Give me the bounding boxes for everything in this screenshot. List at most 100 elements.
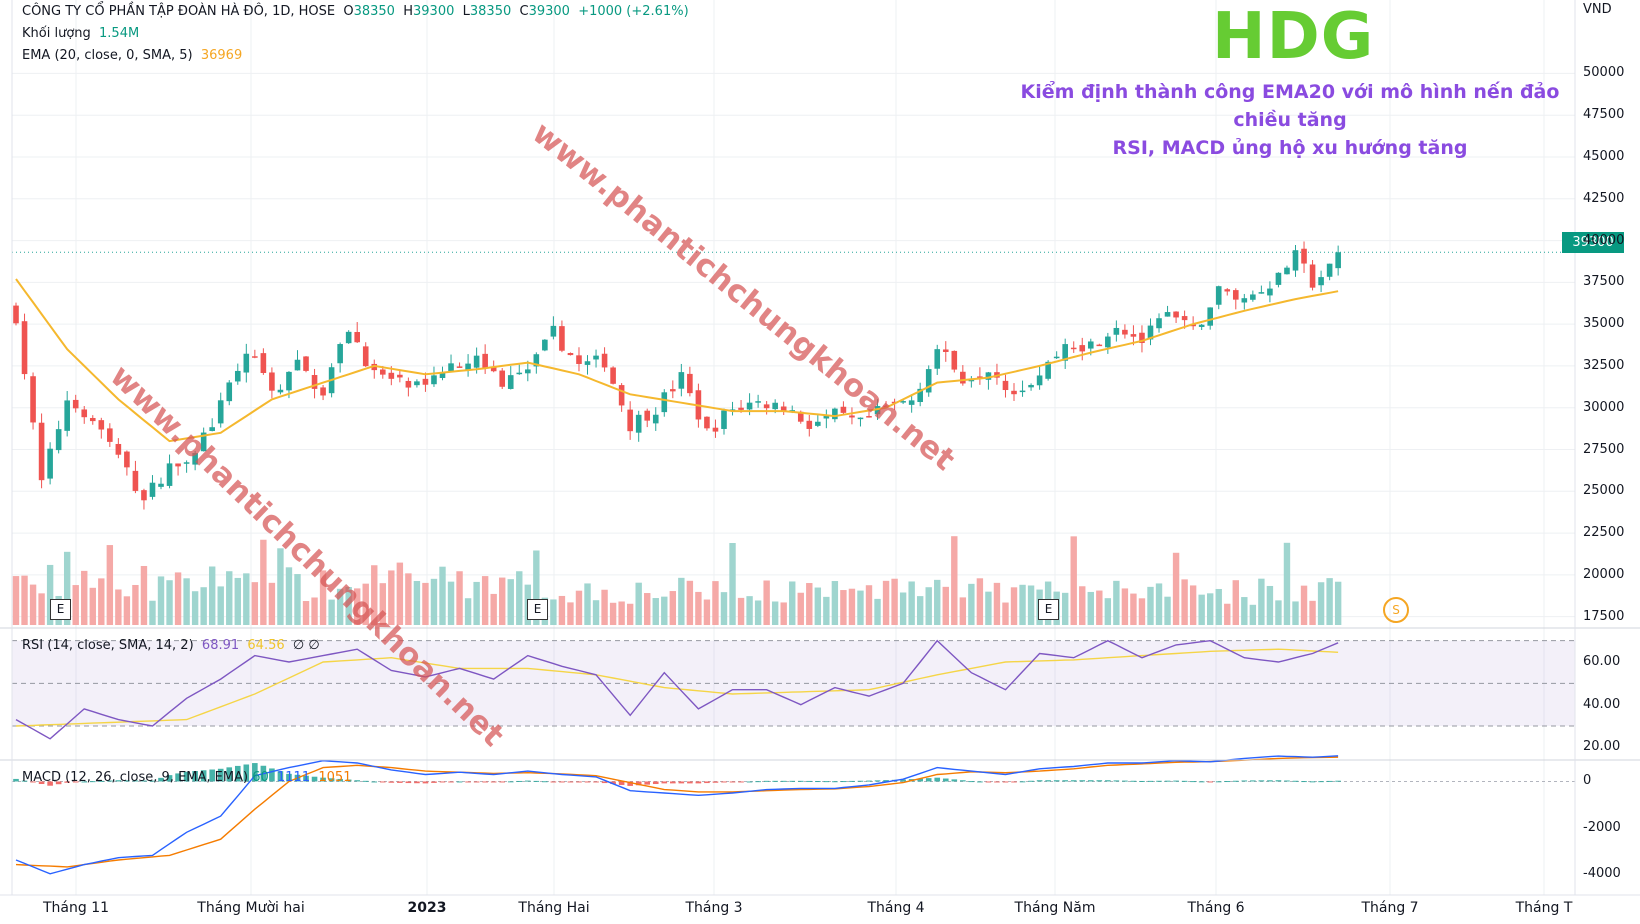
volume-bar (814, 587, 822, 625)
macd-hist-bar (1301, 781, 1307, 783)
ema-legend[interactable]: EMA (20, close, 0, SMA, 5) 36969 (22, 48, 242, 63)
macd-hist-bar (823, 781, 830, 783)
volume-bar (1224, 603, 1231, 625)
candle-body (1215, 286, 1222, 305)
macd-hist-bar (55, 781, 62, 785)
macd-legend[interactable]: MACD (12, 26, close, 9, EMA, EMA) 60 111… (22, 770, 351, 785)
macd-hist-bar (405, 781, 412, 784)
volume-bar (63, 551, 71, 625)
candle-body (1309, 264, 1316, 288)
macd-hist-bar (1028, 780, 1034, 782)
candle-body (1002, 380, 1009, 391)
volume-value: 1.54M (99, 26, 140, 41)
macd-hist-bar (866, 780, 872, 782)
volume-bar (1147, 586, 1154, 625)
candle-body (166, 463, 173, 486)
dividend-marker[interactable]: S (1383, 597, 1409, 623)
volume-bar (899, 592, 907, 625)
volume-bar (993, 582, 1001, 625)
macd-hist-bar (815, 781, 821, 783)
candle-body (1198, 324, 1205, 327)
volume-bar (874, 598, 881, 625)
volume-bar (644, 593, 651, 625)
candle-body (1122, 329, 1128, 335)
macd-hist-bar (1250, 780, 1256, 782)
rsi-legend[interactable]: RSI (14, close, SMA, 14, 2) 68.91 64.56 … (22, 638, 320, 653)
volume-bar (1309, 600, 1316, 625)
candle-body (482, 353, 488, 369)
macd-hist-bar (780, 780, 787, 782)
macd-hist-bar (644, 781, 651, 785)
candle-body (593, 355, 599, 360)
volume-bar (592, 600, 600, 625)
volume-bar (669, 591, 677, 625)
candle-body (141, 490, 147, 501)
macd-hist-bar (226, 767, 233, 782)
candle-body (89, 417, 96, 422)
macd-hist-bar (1070, 780, 1077, 782)
macd-value: 1111 (277, 770, 311, 785)
macd-hist-bar (422, 781, 429, 784)
event-marker-1[interactable]: E (50, 599, 71, 620)
volume-bar (422, 582, 429, 625)
candle-body (234, 370, 241, 382)
macd-hist-bar (473, 781, 480, 783)
candle-body (200, 432, 207, 452)
volume-bar (430, 578, 438, 625)
volume-bar (976, 578, 984, 625)
price-tick-label: 32500 (1583, 357, 1625, 373)
candle-body (269, 372, 275, 391)
volume-bar (567, 602, 574, 625)
candle-body (772, 402, 778, 410)
macd-hist-bar (567, 781, 574, 783)
candle-body (30, 376, 36, 423)
volume-bar (1164, 596, 1171, 625)
candle-body (1301, 248, 1307, 264)
candle-body (98, 420, 105, 430)
candle-body (38, 422, 45, 481)
close-label: C (519, 4, 529, 19)
event-marker-2[interactable]: E (527, 599, 548, 620)
macd-hist-bar (1105, 780, 1111, 782)
candle-body (252, 356, 258, 358)
candle-body (670, 389, 676, 392)
x-label-nov: Tháng 11 (42, 900, 110, 916)
low-value: 38350 (469, 4, 512, 19)
volume-bar (1317, 582, 1325, 625)
volume-bar (1275, 600, 1282, 625)
candle-body (738, 407, 744, 410)
macd-hist-bar (1258, 780, 1265, 782)
macd-hist-bar (832, 781, 838, 783)
macd-hist-bar (371, 781, 378, 783)
candle-body (704, 416, 710, 429)
candle-body (397, 374, 403, 378)
volume-bar (319, 570, 327, 625)
macd-hist-bar (584, 781, 591, 783)
macd-hist-bar (490, 781, 497, 783)
macd-hist-bar (439, 781, 446, 783)
candle-body (960, 371, 966, 384)
macd-hist-bar (789, 780, 796, 782)
macd-hist-bar (269, 768, 275, 782)
rsi-line (15, 639, 1339, 740)
volume-bar (558, 595, 566, 625)
price-tick-label: 35000 (1583, 316, 1625, 332)
volume-bar (516, 571, 523, 625)
candle-body (311, 375, 318, 389)
candle-body (857, 417, 864, 420)
candle-body (610, 367, 616, 384)
macd-hist-bar (661, 781, 668, 784)
candle-body (1087, 341, 1094, 349)
volume-legend[interactable]: Khối lượng 1.54M (22, 26, 139, 41)
macd-hist-bar (721, 781, 727, 783)
candle-body (414, 381, 420, 386)
candle-body (217, 400, 224, 424)
event-marker-3[interactable]: E (1038, 599, 1059, 620)
volume-bar (81, 570, 88, 625)
candle-body (584, 361, 591, 365)
macd-hist-bar (379, 781, 386, 783)
macd-hist-bar (200, 770, 207, 782)
volume-bar (157, 576, 165, 625)
candle-body (1156, 318, 1162, 329)
